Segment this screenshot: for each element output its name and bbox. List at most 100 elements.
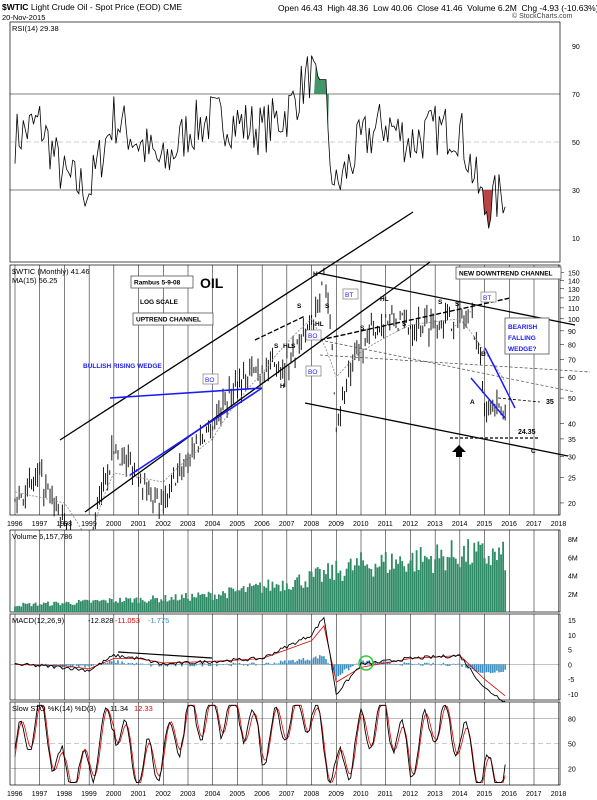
stochastic-year-label: 2017 (526, 791, 542, 798)
stochastic-year-label: 2003 (180, 791, 196, 798)
price-year-label: 1999 (81, 521, 97, 528)
macd-hist-bar (129, 663, 132, 665)
volume-bar (213, 594, 216, 612)
macd-hist-bar (248, 663, 251, 665)
volume-bar (170, 596, 173, 612)
tag-s: S (274, 343, 279, 350)
volume-bar (337, 573, 340, 612)
macd-hist-bar (298, 659, 301, 665)
watermark: © StockCharts.com (512, 13, 573, 20)
price-axis-tick: 30 (568, 455, 576, 462)
macd-hist-bar (203, 663, 206, 665)
macd-hist-bar (86, 664, 88, 666)
price-year-label: 2013 (427, 521, 443, 528)
volume-bar (49, 605, 51, 612)
volume-bar (242, 586, 245, 612)
stochastic-year-label: 2014 (452, 791, 468, 798)
macd-hist-bar (65, 664, 68, 666)
macd-hist-bar (172, 664, 175, 666)
macd-hist-bar (166, 664, 169, 667)
volume-bar (61, 603, 64, 612)
macd-hist-bar (479, 664, 482, 673)
volume-bar (150, 599, 152, 612)
macd-hist-bar (380, 661, 383, 665)
stochastic-axis-tick: 80 (568, 717, 576, 724)
volume-bar (450, 540, 453, 612)
volume-bar (456, 563, 459, 612)
volume-bar (302, 587, 305, 612)
volume-bar (423, 555, 426, 612)
volume-bar (407, 563, 410, 612)
stochastic-year-label: 1996 (7, 791, 23, 798)
volume-bar (428, 559, 430, 612)
volume-bar (209, 593, 212, 612)
volume-bar (300, 585, 303, 612)
level-24-label: 24.35 (518, 429, 536, 436)
stochastic-year-label: 2004 (205, 791, 221, 798)
macd-hist-bar (158, 664, 160, 667)
volume-bar (129, 598, 132, 612)
price-year-label: 2011 (378, 521, 393, 528)
macd-hist-bar (345, 664, 348, 669)
volume-bar (193, 597, 196, 612)
volume-bar (24, 603, 27, 612)
macd-hist-bar (413, 663, 416, 665)
volume-bar (461, 556, 463, 612)
volume-bar (119, 597, 121, 612)
volume-bar (180, 594, 183, 612)
macd-hist-bar (267, 662, 270, 665)
macd-hist-bar (148, 663, 150, 665)
volume-bar (240, 588, 243, 612)
macd-hist-bar (181, 664, 183, 667)
volume-bar (294, 580, 296, 612)
macd-hist-bar (294, 662, 296, 665)
volume-bar (339, 570, 342, 612)
macd-hist-bar (351, 664, 354, 667)
volume-bar (469, 564, 472, 612)
volume-bar (288, 589, 290, 612)
macd-hist-bar (444, 664, 447, 666)
macd-hist-bar (401, 664, 403, 666)
neckline-trendline (319, 297, 511, 341)
macd-hist-bar (341, 664, 344, 674)
price-axis-tick: 80 (568, 342, 576, 349)
price-year-label: 1997 (32, 521, 48, 528)
macd-value: -12.828 (88, 616, 113, 625)
volume-bar (483, 558, 486, 612)
annotation-downtrend-box (455, 266, 562, 280)
macd-hist-bar (152, 664, 154, 666)
stochastic-k-value: 11.34 (110, 704, 128, 713)
volume-bar (452, 557, 455, 612)
tag-bt-box (480, 291, 497, 303)
volume-bar (290, 589, 292, 612)
macd-hist-bar (286, 663, 288, 665)
volume-bar (154, 598, 156, 612)
volume-bar (504, 570, 507, 612)
macd-hist-bar (389, 661, 391, 665)
macd-hist-bar (347, 664, 350, 671)
volume-bar (236, 590, 239, 612)
price-year-label: 2000 (106, 521, 122, 528)
volume-bar (432, 572, 434, 612)
volume-bar (51, 605, 53, 612)
volume-bar (393, 568, 395, 612)
macd-hist-bar (222, 664, 224, 666)
volume-bar (238, 590, 241, 612)
macd-highlight-circle (358, 655, 374, 671)
volume-bar (185, 592, 187, 612)
volume-bar (228, 587, 231, 612)
tag-hl: HL (380, 296, 389, 303)
wedge-lower-trendline (129, 387, 263, 476)
volume-bar (257, 585, 259, 612)
macd-hist-bar (104, 663, 107, 665)
volume-bar (426, 557, 428, 612)
volume-bar (108, 598, 111, 612)
macd-hist-bar (376, 662, 379, 665)
macd-hist-bar (327, 663, 329, 665)
rsi-legend: RSI(14) 29.38 (12, 24, 59, 33)
volume-bar (263, 586, 266, 612)
volume-bar (220, 595, 222, 612)
price-year-label: 2006 (254, 521, 270, 528)
macd-hist-bar (150, 664, 152, 667)
macd-hist-bar (232, 662, 235, 665)
